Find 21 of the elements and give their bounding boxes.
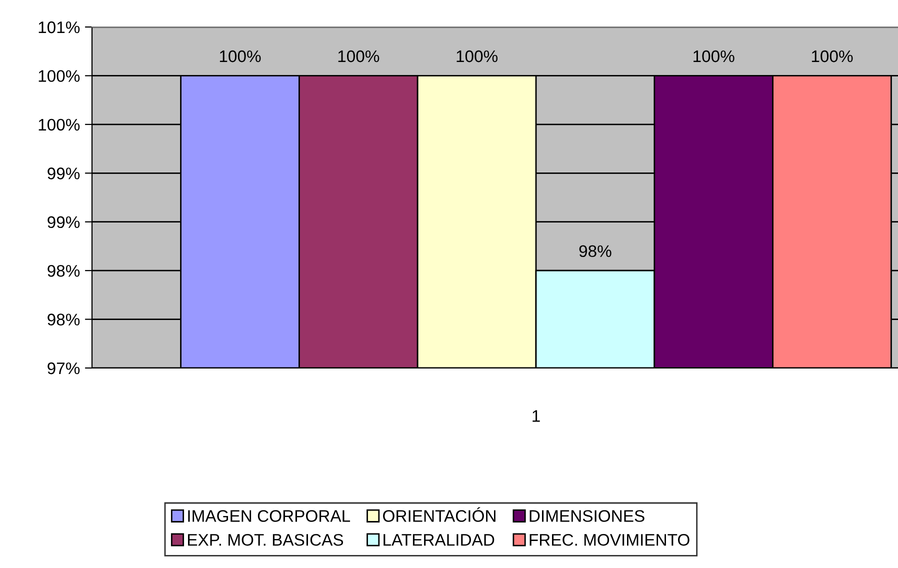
y-tick-label: 100% [38, 118, 80, 131]
legend-label: ORIENTACIÓN [383, 507, 496, 522]
legend-label: IMAGEN CORPORAL [188, 510, 350, 522]
legend-label: LATERALIDAD [384, 534, 494, 546]
legend-label: EXP. MOT. BASICAS [188, 534, 344, 546]
y-tick-label: 98% [48, 314, 80, 326]
y-tick-label: 100% [38, 70, 80, 82]
data-label: 98% [579, 245, 612, 258]
data-label: 100% [694, 50, 734, 62]
y-tick-label: 99% [48, 216, 80, 228]
legend-label: FREC. MOVIMIENTO [530, 534, 690, 546]
data-label: 100% [456, 50, 498, 62]
y-tick-label: 97% [48, 362, 80, 374]
legend-label: DIMENSIONES [530, 510, 644, 522]
y-tick-label: 98% [48, 264, 80, 277]
data-label: 100% [812, 50, 853, 62]
data-label: 100% [220, 50, 261, 62]
y-tick-label: 101% [38, 21, 80, 34]
y-tick-label: 99% [48, 168, 80, 180]
x-tick-label: 1 [532, 410, 540, 422]
data-label: 100% [338, 50, 380, 62]
